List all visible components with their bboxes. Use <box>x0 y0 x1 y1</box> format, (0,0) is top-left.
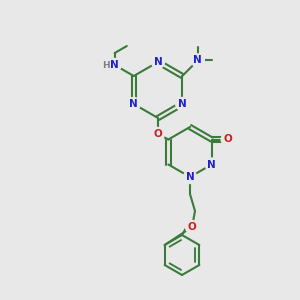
Circle shape <box>221 133 234 146</box>
Circle shape <box>191 54 204 67</box>
Circle shape <box>108 58 121 71</box>
Text: N: N <box>207 160 216 170</box>
Circle shape <box>184 170 196 184</box>
Circle shape <box>152 128 164 140</box>
Text: N: N <box>186 172 194 182</box>
Text: N: N <box>129 99 138 109</box>
Circle shape <box>127 98 140 110</box>
Text: N: N <box>178 99 187 109</box>
Circle shape <box>152 56 164 68</box>
Text: O: O <box>154 129 162 139</box>
Circle shape <box>176 98 189 110</box>
Circle shape <box>205 158 218 171</box>
Text: H: H <box>102 61 110 70</box>
Text: N: N <box>110 60 119 70</box>
Text: O: O <box>188 222 196 232</box>
Text: N: N <box>194 56 202 65</box>
Text: N: N <box>154 57 162 67</box>
Text: O: O <box>223 134 232 145</box>
Circle shape <box>185 220 199 233</box>
